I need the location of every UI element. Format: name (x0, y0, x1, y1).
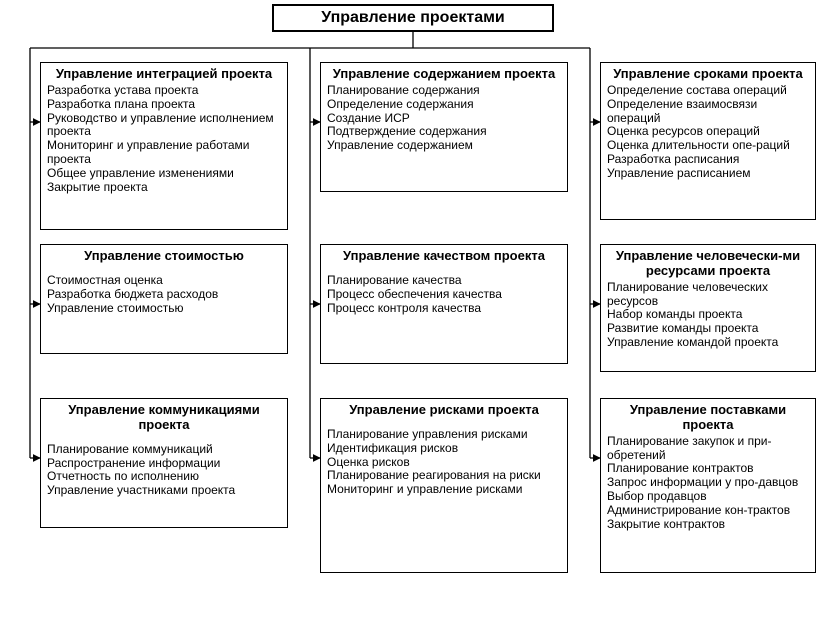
node-items: Планирование коммуникацийРаспространение… (47, 443, 281, 498)
node-title: Управление коммуникациями проекта (47, 403, 281, 433)
node-comms: Управление коммуникациями проекта Планиро… (40, 398, 288, 528)
node-title: Управление человечески-ми ресурсами прое… (607, 249, 809, 279)
node-procurement: Управление поставками проектаПланировани… (600, 398, 816, 573)
node-item: Разработка бюджета расходов (47, 288, 281, 302)
node-title: Управление интеграцией проекта (47, 67, 281, 82)
node-title: Управление поставками проекта (607, 403, 809, 433)
node-item: Подтверждение содержания (327, 125, 561, 139)
node-hr: Управление человечески-ми ресурсами прое… (600, 244, 816, 372)
node-item: Планирование коммуникаций (47, 443, 281, 457)
node-items: Планирование содержанияОпределение содер… (327, 84, 561, 153)
node-item: Идентификация рисков (327, 442, 561, 456)
node-item: Закрытие проекта (47, 181, 281, 195)
node-item: Выбор продавцов (607, 490, 809, 504)
node-scope: Управление содержанием проекта Планирован… (320, 62, 568, 192)
node-items: Планирование управления рискамиИдентифик… (327, 428, 561, 497)
node-time: Управление сроками проекта Определение со… (600, 62, 816, 220)
node-item: Общее управление изменениями (47, 167, 281, 181)
node-item: Управление участниками проекта (47, 484, 281, 498)
node-item: Планирование управления рисками (327, 428, 561, 442)
node-item: Планирование контрактов (607, 462, 809, 476)
node-items: Разработка устава проектаРазработка план… (47, 84, 281, 194)
node-item: Процесс обеспечения качества (327, 288, 561, 302)
node-item: Набор команды проекта (607, 308, 809, 322)
node-item: Стоимостная оценка (47, 274, 281, 288)
node-item: Запрос информации у про-давцов (607, 476, 809, 490)
node-item: Разработка расписания (607, 153, 809, 167)
node-quality: Управление качеством проекта Планирование… (320, 244, 568, 364)
node-item: Оценка рисков (327, 456, 561, 470)
node-item: Планирование человеческих ресурсов (607, 281, 809, 309)
node-title: Управление качеством проекта (327, 249, 561, 264)
node-item: Планирование закупок и при-обретений (607, 435, 809, 463)
node-cost: Управление стоимостьюСтоимостная оценкаР… (40, 244, 288, 354)
node-item: Разработка устава проекта (47, 84, 281, 98)
diagram-canvas: Управление проектами Управление интеграц… (0, 0, 827, 629)
node-item: Планирование реагирования на риски (327, 469, 561, 483)
node-item: Процесс контроля качества (327, 302, 561, 316)
node-item: Создание ИСР (327, 112, 561, 126)
node-items: Определение состава операцийОпределение … (607, 84, 809, 181)
node-title: Управление стоимостью (47, 249, 281, 264)
node-item: Планирование качества (327, 274, 561, 288)
node-integration: Управление интеграцией проекта Разработка… (40, 62, 288, 230)
node-item: Распространение информации (47, 457, 281, 471)
root-node: Управление проектами (272, 4, 554, 32)
node-risk: Управление рисками проекта Планирование у… (320, 398, 568, 573)
node-item: Определение содержания (327, 98, 561, 112)
node-item: Мониторинг и управление рисками (327, 483, 561, 497)
node-item: Определение взаимосвязи операций (607, 98, 809, 126)
node-item: Мониторинг и управление работами проекта (47, 139, 281, 167)
node-item: Разработка плана проекта (47, 98, 281, 112)
node-item: Управление расписанием (607, 167, 809, 181)
node-items: Стоимостная оценкаРазработка бюджета рас… (47, 274, 281, 315)
node-items: Планирование качестваПроцесс обеспечения… (327, 274, 561, 315)
node-item: Оценка длительности опе-раций (607, 139, 809, 153)
node-item: Управление содержанием (327, 139, 561, 153)
node-item: Закрытие контрактов (607, 518, 809, 532)
node-title: Управление рисками проекта (327, 403, 561, 418)
node-title: Управление содержанием проекта (327, 67, 561, 82)
node-items: Планирование закупок и при-обретенийПлан… (607, 435, 809, 532)
node-item: Управление командой проекта (607, 336, 809, 350)
node-item: Развитие команды проекта (607, 322, 809, 336)
node-item: Администрирование кон-трактов (607, 504, 809, 518)
node-item: Управление стоимостью (47, 302, 281, 316)
node-item: Руководство и управление исполнением про… (47, 112, 281, 140)
node-item: Оценка ресурсов операций (607, 125, 809, 139)
node-item: Отчетность по исполнению (47, 470, 281, 484)
node-item: Определение состава операций (607, 84, 809, 98)
node-items: Планирование человеческих ресурсовНабор … (607, 281, 809, 350)
node-item: Планирование содержания (327, 84, 561, 98)
node-title: Управление сроками проекта (607, 67, 809, 82)
